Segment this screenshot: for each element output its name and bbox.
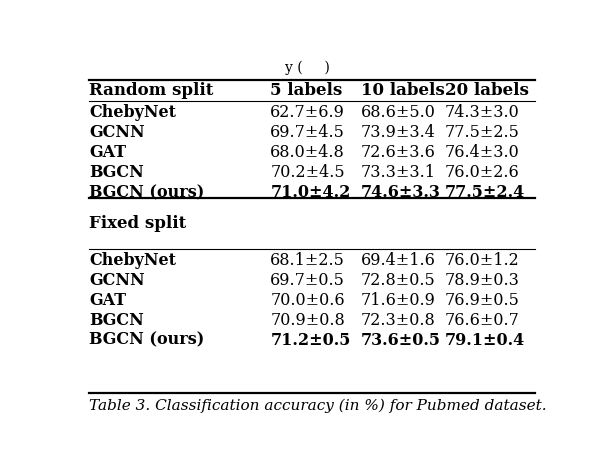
Text: ChebyNet: ChebyNet	[89, 104, 176, 121]
Text: BGCN: BGCN	[89, 312, 144, 329]
Text: 68.6±5.0: 68.6±5.0	[361, 104, 436, 121]
Text: GAT: GAT	[89, 292, 126, 309]
Text: 69.7±4.5: 69.7±4.5	[270, 125, 345, 142]
Text: 78.9±0.3: 78.9±0.3	[445, 272, 520, 289]
Text: 74.6±3.3: 74.6±3.3	[361, 185, 441, 202]
Text: Random split: Random split	[89, 82, 214, 99]
Text: 69.4±1.6: 69.4±1.6	[361, 252, 436, 269]
Text: 73.6±0.5: 73.6±0.5	[361, 332, 441, 349]
Text: 5 labels: 5 labels	[270, 82, 343, 99]
Text: y (     ): y ( )	[285, 60, 330, 75]
Text: 72.6±3.6: 72.6±3.6	[361, 144, 436, 161]
Text: 76.0±2.6: 76.0±2.6	[445, 164, 520, 181]
Text: 74.3±3.0: 74.3±3.0	[445, 104, 520, 121]
Text: 62.7±6.9: 62.7±6.9	[270, 104, 345, 121]
Text: ChebyNet: ChebyNet	[89, 252, 176, 269]
Text: 73.3±3.1: 73.3±3.1	[361, 164, 436, 181]
Text: 76.0±1.2: 76.0±1.2	[445, 252, 520, 269]
Text: 79.1±0.4: 79.1±0.4	[445, 332, 525, 349]
Text: 77.5±2.4: 77.5±2.4	[445, 185, 525, 202]
Text: BGCN (ours): BGCN (ours)	[89, 332, 204, 349]
Text: 70.2±4.5: 70.2±4.5	[270, 164, 345, 181]
Text: 76.6±0.7: 76.6±0.7	[445, 312, 520, 329]
Text: 69.7±0.5: 69.7±0.5	[270, 272, 345, 289]
Text: BGCN: BGCN	[89, 164, 144, 181]
Text: 68.1±2.5: 68.1±2.5	[270, 252, 345, 269]
Text: BGCN (ours): BGCN (ours)	[89, 185, 204, 202]
Text: 72.8±0.5: 72.8±0.5	[361, 272, 436, 289]
Text: 72.3±0.8: 72.3±0.8	[361, 312, 436, 329]
Text: Table 3. Classification accuracy (in %) for Pubmed dataset.: Table 3. Classification accuracy (in %) …	[89, 399, 547, 413]
Text: GCNN: GCNN	[89, 272, 145, 289]
Text: Fixed split: Fixed split	[89, 215, 186, 232]
Text: GCNN: GCNN	[89, 125, 145, 142]
Text: 73.9±3.4: 73.9±3.4	[361, 125, 436, 142]
Text: 76.4±3.0: 76.4±3.0	[445, 144, 520, 161]
Text: 76.9±0.5: 76.9±0.5	[445, 292, 520, 309]
Text: 71.6±0.9: 71.6±0.9	[361, 292, 436, 309]
Text: 10 labels: 10 labels	[361, 82, 445, 99]
Text: 71.2±0.5: 71.2±0.5	[270, 332, 350, 349]
Text: 20 labels: 20 labels	[445, 82, 529, 99]
Text: 77.5±2.5: 77.5±2.5	[445, 125, 520, 142]
Text: 70.9±0.8: 70.9±0.8	[270, 312, 345, 329]
Text: 71.0±4.2: 71.0±4.2	[270, 185, 350, 202]
Text: GAT: GAT	[89, 144, 126, 161]
Text: 70.0±0.6: 70.0±0.6	[270, 292, 345, 309]
Text: 68.0±4.8: 68.0±4.8	[270, 144, 345, 161]
